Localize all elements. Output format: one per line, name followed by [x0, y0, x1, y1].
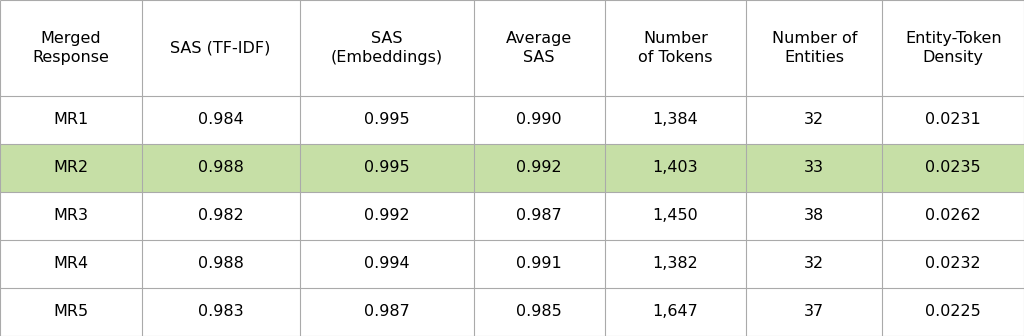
Text: MR3: MR3: [53, 208, 88, 223]
Text: 0.985: 0.985: [516, 304, 562, 320]
Text: 1,382: 1,382: [652, 256, 698, 271]
Bar: [300, 288, 474, 336]
Text: 32: 32: [804, 256, 824, 271]
Bar: [141, 0, 300, 96]
Text: 0.987: 0.987: [364, 304, 410, 320]
Bar: [141, 144, 300, 192]
Text: 0.987: 0.987: [516, 208, 562, 223]
Bar: [300, 192, 474, 240]
Text: Entity-Token
Density: Entity-Token Density: [905, 31, 1001, 65]
Text: MR5: MR5: [53, 304, 88, 320]
Text: 1,647: 1,647: [652, 304, 698, 320]
Bar: [141, 240, 300, 288]
Bar: [883, 96, 1024, 144]
Bar: [604, 192, 746, 240]
Text: 0.984: 0.984: [198, 112, 244, 127]
Bar: [0, 144, 141, 192]
Bar: [0, 0, 141, 96]
Bar: [0, 192, 141, 240]
Bar: [474, 240, 604, 288]
Bar: [883, 192, 1024, 240]
Text: 0.995: 0.995: [364, 112, 410, 127]
Text: Number of
Entities: Number of Entities: [772, 31, 857, 65]
Bar: [0, 96, 141, 144]
Text: 0.991: 0.991: [516, 256, 562, 271]
Bar: [604, 288, 746, 336]
Text: Merged
Response: Merged Response: [33, 31, 110, 65]
Bar: [141, 96, 300, 144]
Bar: [883, 288, 1024, 336]
Text: 33: 33: [804, 160, 824, 175]
Text: 0.0262: 0.0262: [926, 208, 981, 223]
Text: 0.0232: 0.0232: [926, 256, 981, 271]
Text: 37: 37: [804, 304, 824, 320]
Text: 32: 32: [804, 112, 824, 127]
Bar: [883, 144, 1024, 192]
Bar: [0, 288, 141, 336]
Text: 0.990: 0.990: [516, 112, 562, 127]
Text: 0.988: 0.988: [198, 160, 244, 175]
Text: 0.982: 0.982: [198, 208, 244, 223]
Text: 0.983: 0.983: [198, 304, 244, 320]
Text: 0.0231: 0.0231: [926, 112, 981, 127]
Bar: [474, 288, 604, 336]
Text: 1,384: 1,384: [652, 112, 698, 127]
Bar: [883, 0, 1024, 96]
Bar: [141, 192, 300, 240]
Bar: [300, 96, 474, 144]
Bar: [746, 240, 883, 288]
Bar: [604, 240, 746, 288]
Text: 0.992: 0.992: [364, 208, 410, 223]
Bar: [300, 144, 474, 192]
Bar: [474, 144, 604, 192]
Text: SAS (TF-IDF): SAS (TF-IDF): [170, 40, 270, 55]
Text: 0.992: 0.992: [516, 160, 562, 175]
Text: MR4: MR4: [53, 256, 88, 271]
Bar: [604, 0, 746, 96]
Bar: [0, 240, 141, 288]
Text: 1,450: 1,450: [652, 208, 698, 223]
Bar: [300, 240, 474, 288]
Text: 0.0235: 0.0235: [926, 160, 981, 175]
Bar: [883, 240, 1024, 288]
Text: MR2: MR2: [53, 160, 88, 175]
Bar: [746, 192, 883, 240]
Bar: [474, 192, 604, 240]
Bar: [300, 0, 474, 96]
Bar: [746, 96, 883, 144]
Bar: [604, 144, 746, 192]
Text: 0.994: 0.994: [364, 256, 410, 271]
Text: 0.995: 0.995: [364, 160, 410, 175]
Text: 0.988: 0.988: [198, 256, 244, 271]
Text: Number
of Tokens: Number of Tokens: [638, 31, 713, 65]
Text: Average
SAS: Average SAS: [506, 31, 572, 65]
Bar: [604, 96, 746, 144]
Text: SAS
(Embeddings): SAS (Embeddings): [331, 31, 442, 65]
Text: MR1: MR1: [53, 112, 88, 127]
Bar: [746, 288, 883, 336]
Bar: [746, 144, 883, 192]
Bar: [474, 0, 604, 96]
Text: 38: 38: [804, 208, 824, 223]
Text: 0.0225: 0.0225: [926, 304, 981, 320]
Bar: [141, 288, 300, 336]
Bar: [746, 0, 883, 96]
Bar: [474, 96, 604, 144]
Text: 1,403: 1,403: [652, 160, 698, 175]
